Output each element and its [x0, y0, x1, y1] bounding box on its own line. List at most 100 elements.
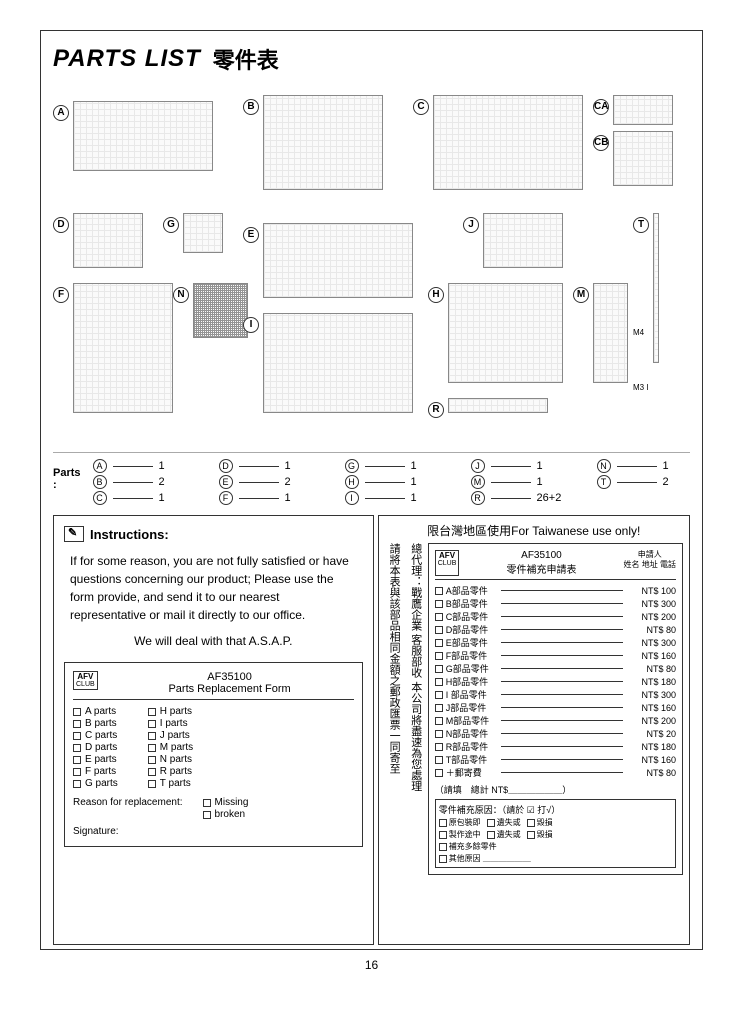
checkbox-icon[interactable]	[435, 678, 443, 686]
qty-row-C: C1	[93, 491, 189, 505]
qty-letter: J	[471, 459, 485, 473]
qty-value: 2	[159, 476, 189, 488]
sprue-label-H: H	[428, 287, 444, 303]
qty-row-I: I1	[345, 491, 441, 505]
checkbox-icon[interactable]	[435, 717, 443, 725]
checkbox-icon[interactable]	[148, 732, 156, 740]
checkbox-icon[interactable]	[73, 756, 81, 764]
sprue-label-C: C	[413, 99, 429, 115]
checkbox-icon[interactable]	[435, 756, 443, 764]
checkbox-icon[interactable]	[203, 799, 211, 807]
checkbox-icon[interactable]	[435, 730, 443, 738]
checkbox-icon[interactable]	[435, 743, 443, 751]
checkbox-icon[interactable]	[527, 819, 535, 827]
sprue-H	[448, 283, 563, 383]
part-checkbox-row: I parts	[148, 718, 193, 729]
content-frame: PARTS LIST 零件表 M2 X6 M4 M3 I ABCCACBDGEJ…	[40, 30, 703, 950]
part-label: T parts	[160, 778, 191, 789]
qty-value: 2	[663, 476, 693, 488]
part-label: D parts	[85, 742, 117, 753]
checkbox-icon[interactable]	[203, 811, 211, 819]
part-label: B parts	[85, 718, 117, 729]
checkbox-icon[interactable]	[73, 732, 81, 740]
checkbox-icon[interactable]	[435, 639, 443, 647]
checkbox-icon[interactable]	[439, 843, 447, 851]
checkbox-icon[interactable]	[435, 769, 443, 777]
checkbox-icon[interactable]	[487, 831, 495, 839]
sprue-CA	[613, 95, 673, 125]
qty-value: 1	[285, 460, 315, 472]
qty-letter: D	[219, 459, 233, 473]
form-header: AFV CLUB AF35100 Parts Replacement Form	[73, 671, 354, 700]
tw-price-row: D部品零件NT$ 80	[435, 623, 676, 636]
checkbox-icon[interactable]	[73, 768, 81, 776]
applicant-header: 申請人	[624, 550, 676, 560]
title-chinese: 零件表	[213, 43, 279, 75]
tw-item-name: F部品零件	[446, 649, 498, 662]
qty-letter: R	[471, 491, 485, 505]
tw-reason-box: 零件補充原因：（請於 ☑ 打√） 原包裝即遺失或毀損製作途中遺失或毀損補充多餘零…	[435, 799, 676, 868]
tw-item-price: NT$ 160	[626, 651, 676, 661]
sprue-N	[193, 283, 248, 338]
sprue-diagram-area: M2 X6 M4 M3 I ABCCACBDGEJTFNIHMR	[53, 83, 690, 453]
checkbox-icon[interactable]	[435, 626, 443, 634]
part-label: I parts	[160, 718, 188, 729]
tw-item-price: NT$ 200	[626, 716, 676, 726]
checkbox-icon[interactable]	[148, 780, 156, 788]
checkbox-icon[interactable]	[148, 756, 156, 764]
checkbox-icon[interactable]	[439, 831, 447, 839]
sprue-CB	[613, 131, 673, 186]
tw-item-price: NT$ 80	[626, 664, 676, 674]
part-checkbox-row: C parts	[73, 730, 118, 741]
tw-item-price: NT$ 80	[626, 625, 676, 635]
qty-row-H: H1	[345, 475, 441, 489]
sprue-D	[73, 213, 143, 268]
qty-row-M: M1	[471, 475, 567, 489]
sprue-label-T: T	[633, 217, 649, 233]
m4-label: M4	[633, 328, 644, 337]
checkbox-icon[interactable]	[435, 704, 443, 712]
sprue-label-D: D	[53, 217, 69, 233]
pencil-icon	[64, 526, 84, 542]
checkbox-icon[interactable]	[435, 652, 443, 660]
checkbox-icon[interactable]	[148, 708, 156, 716]
checkbox-icon[interactable]	[73, 780, 81, 788]
applicant-fields: 姓名 地址 電話	[624, 560, 676, 570]
checkbox-icon[interactable]	[73, 708, 81, 716]
checkbox-icon[interactable]	[435, 613, 443, 621]
logo-top: AFV	[76, 673, 95, 681]
qty-letter: M	[471, 475, 485, 489]
replacement-form: AFV CLUB AF35100 Parts Replacement Form …	[64, 662, 363, 847]
checkbox-icon[interactable]	[487, 819, 495, 827]
qty-value: 1	[285, 492, 315, 504]
sprue-G	[183, 213, 223, 253]
qty-row-E: E2	[219, 475, 315, 489]
qty-row-J: J1	[471, 459, 567, 473]
tw-item-price: NT$ 180	[626, 677, 676, 687]
checkbox-icon[interactable]	[435, 587, 443, 595]
checkbox-icon[interactable]	[439, 819, 447, 827]
checkbox-icon[interactable]	[439, 855, 447, 863]
checkbox-icon[interactable]	[435, 665, 443, 673]
checkbox-icon[interactable]	[73, 720, 81, 728]
logo-top-tw: AFV	[438, 552, 457, 560]
tw-price-row: F部品零件 NT$ 160	[435, 649, 676, 662]
tw-price-row: B部品零件NT$ 300	[435, 597, 676, 610]
part-label: N parts	[160, 754, 192, 765]
tw-item-name: B部品零件	[446, 597, 498, 610]
sprue-label-J: J	[463, 217, 479, 233]
checkbox-icon[interactable]	[527, 831, 535, 839]
reason-label: Reason for replacement:	[73, 797, 183, 820]
checkbox-icon[interactable]	[435, 691, 443, 699]
tw-price-row: A部品零件NT$ 100	[435, 584, 676, 597]
checkbox-icon[interactable]	[148, 768, 156, 776]
tw-total: （請填 總計 NT$＿＿＿＿＿＿）	[435, 783, 676, 796]
tw-item-name: C部品零件	[446, 610, 498, 623]
tw-reason-row: 補充多餘零件	[439, 841, 672, 852]
checkbox-icon[interactable]	[148, 744, 156, 752]
checkbox-icon[interactable]	[73, 744, 81, 752]
checkbox-icon[interactable]	[148, 720, 156, 728]
taiwanese-heading: 限台灣地區使用For Taiwanese use only!	[385, 522, 684, 539]
checkbox-icon[interactable]	[435, 600, 443, 608]
tw-item-name: R部品零件	[446, 740, 498, 753]
